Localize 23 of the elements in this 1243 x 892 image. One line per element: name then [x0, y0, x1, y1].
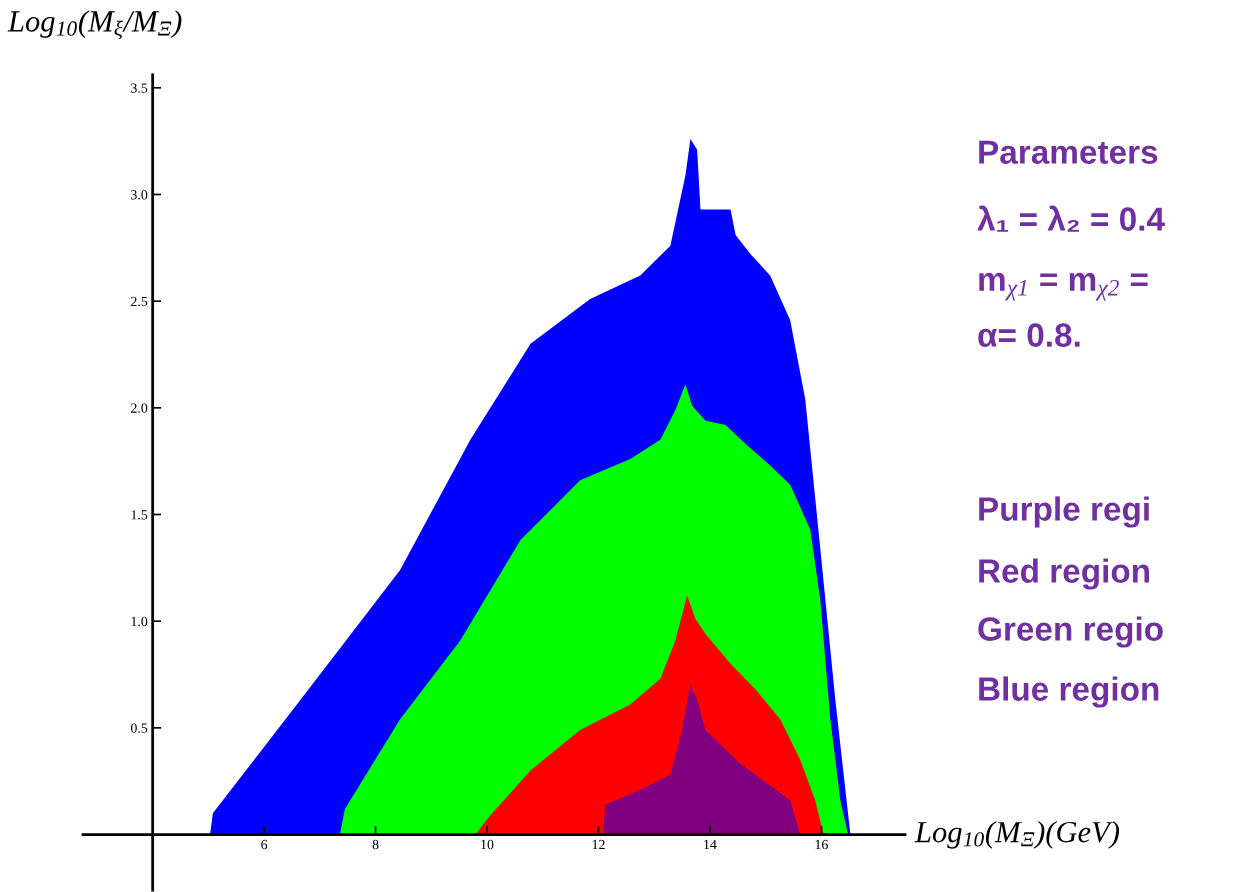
- text: m$_{χ1}$ = m$_{χ2}$ =: [979, 272, 1148, 301]
- y-tick-label: 1.0: [131, 616, 148, 627]
- y-tick-label: 1.5: [131, 510, 148, 520]
- y-tick-label: 2.5: [131, 296, 148, 307]
- y-tick-label: 3.0: [131, 190, 148, 200]
- x-tick-label: 16: [815, 839, 828, 850]
- text: Parameters: [979, 140, 1158, 164]
- text: α= 0.8.: [978, 323, 1080, 347]
- text: Green regio: [978, 616, 1163, 648]
- x-tick-label: 8: [372, 839, 379, 850]
- x-tick-label: 10: [481, 839, 494, 850]
- y-axis-title: Log$_{10}$(M$_{ξ}$/M$_{Ξ}$): [7, 10, 182, 40]
- x-tick-label: 6: [261, 839, 268, 850]
- x-axis-title: Log$_{10}$(M$_{Ξ}$)(GeV): [914, 820, 1120, 849]
- x-tick-label: 14: [704, 839, 717, 850]
- text: λ₁ = λ₂ = 0.4: [977, 205, 1165, 232]
- text: Blue region: [979, 676, 1159, 708]
- y-tick-label: 3.5: [131, 83, 148, 93]
- x-tick-label: 12: [592, 839, 605, 850]
- y-tick-label: 2.0: [131, 403, 148, 413]
- y-tick-label: 0.5: [130, 723, 148, 733]
- text: Purple regi: [979, 496, 1149, 528]
- text: Red region: [979, 558, 1150, 590]
